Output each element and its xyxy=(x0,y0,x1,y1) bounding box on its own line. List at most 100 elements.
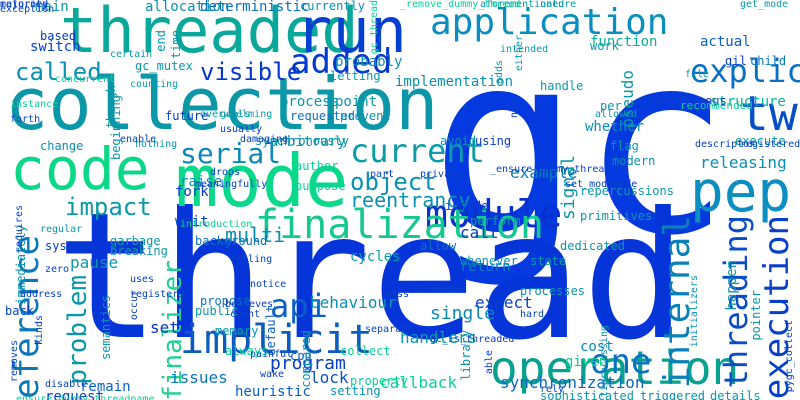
word-kinds: kinds xyxy=(34,315,45,346)
word-occur: occur xyxy=(129,290,140,321)
word-always: always xyxy=(225,344,269,358)
word-remove-dummy-thread: _remove_dummy_thread xyxy=(400,0,521,10)
word-deterministic: deterministic xyxy=(200,0,310,15)
word-main: main xyxy=(35,0,69,15)
word-enable: enable xyxy=(120,134,157,145)
word-count: count xyxy=(230,309,261,320)
word-hard: hard xyxy=(520,309,545,320)
word-issues: issues xyxy=(170,368,228,387)
word-avoid: avoid xyxy=(440,134,477,148)
word-implementation: implementation xyxy=(395,74,514,90)
word-execute: execute xyxy=(735,134,786,148)
word-believes: believes xyxy=(225,299,274,310)
word-behaviour: behaviour xyxy=(310,293,397,312)
word-switch: switch xyxy=(30,39,81,55)
word-initializers: initializers xyxy=(689,275,700,348)
word-multi: multi xyxy=(225,223,286,247)
word-intended: intended xyxy=(500,44,549,55)
word-example: example xyxy=(510,163,578,182)
word-cpu: cpu xyxy=(290,349,312,363)
word-separate: separate xyxy=(365,324,414,335)
word-mode: mode xyxy=(175,139,349,223)
word-background: background xyxy=(195,234,268,248)
word-perform: perform xyxy=(470,214,521,228)
word-gc-thread: gc_thread xyxy=(369,0,380,55)
word-explicit: explicit xyxy=(690,52,800,90)
word-pause: pause xyxy=(70,253,119,272)
word-disable: disable xyxy=(45,379,88,390)
word-api: api xyxy=(270,287,328,325)
word-call: call xyxy=(460,223,499,242)
word-address: address xyxy=(20,289,63,300)
word-nothing: nothing xyxy=(135,139,178,150)
word-overwhelming: overwhelming xyxy=(200,109,273,120)
word-allocation: allocation xyxy=(145,0,230,15)
word-beginning: beginning xyxy=(109,95,123,161)
word-purpose: purpose xyxy=(295,179,346,193)
word-semantics: semantics xyxy=(99,295,113,361)
word-happen: happen xyxy=(724,260,740,311)
word-collect: collect xyxy=(340,344,391,358)
word-gc: gc xyxy=(430,0,732,290)
word-gc-mutex: gc_mutex xyxy=(135,59,193,73)
word-garbage: garbage xyxy=(110,234,161,248)
word-dead: dead xyxy=(435,284,460,295)
word-damaging: damaging xyxy=(240,134,289,145)
word-handlers: handlers xyxy=(400,328,478,347)
word-impact: impact xyxy=(65,193,152,221)
word-registers: registers xyxy=(130,289,185,300)
word-memory: memory xyxy=(215,324,259,338)
word-gil: gil xyxy=(725,54,747,68)
word-callback: callback xyxy=(380,373,458,392)
word-ensure-dummy-threadname: _ensure_dummy_threadname xyxy=(10,394,155,400)
word-current: current xyxy=(350,132,485,170)
word-details: details xyxy=(710,389,761,400)
word-private: private xyxy=(420,169,463,180)
word-descriptor: descriptor xyxy=(695,139,756,150)
word-triggered: triggered xyxy=(640,389,706,400)
word-allow: allow xyxy=(420,239,457,253)
word-adds: adds xyxy=(494,60,505,85)
word-state: state xyxy=(530,254,567,268)
word-flag: flag xyxy=(610,139,639,153)
word-given: given xyxy=(565,354,608,370)
word-nature: nature xyxy=(540,0,577,10)
word-majority: majority xyxy=(0,0,49,10)
word-regular: regular xyxy=(40,224,83,235)
word-finalization: finalization xyxy=(255,202,544,248)
word-operation: operation xyxy=(490,341,740,395)
word-requested: requested xyxy=(290,109,356,123)
word-thread: thread xyxy=(55,176,688,379)
word-creates: creates xyxy=(425,284,468,295)
word-author: author xyxy=(295,159,339,173)
word-work: work xyxy=(590,39,619,53)
word-telling: telling xyxy=(230,254,273,265)
word-one: one xyxy=(590,342,652,382)
word-raise: raise xyxy=(180,174,223,190)
word-pep: pep xyxy=(690,160,792,225)
word-introduction: introduction xyxy=(180,219,253,230)
word-problem: problem xyxy=(63,275,93,385)
word-per: per xyxy=(600,99,622,113)
word-ensure-dummy-thread: _ensure_dummy_thread xyxy=(490,164,611,175)
word-part: part xyxy=(370,169,395,180)
word-cost: cost xyxy=(580,339,614,355)
word-process: process xyxy=(280,94,340,110)
word-requires: requires xyxy=(14,205,25,254)
word-cycles: cycles xyxy=(350,249,401,265)
word-forth: forth xyxy=(10,114,41,125)
word-painful: painful xyxy=(250,349,293,360)
word-meaningfully: meaningfully xyxy=(195,179,268,190)
word-returned: returned xyxy=(0,0,49,10)
word-run: run xyxy=(295,0,407,67)
word-usually: usually xyxy=(220,124,263,135)
word-sophisticated: sophisticated xyxy=(540,389,634,400)
word-drops: drops xyxy=(210,167,241,178)
word-collection: collection xyxy=(5,62,439,146)
word-notice: notice xyxy=(250,279,287,290)
word-pointer: pointer xyxy=(749,290,763,341)
word-counting: counting xyxy=(130,79,179,90)
word-whether: whether xyxy=(585,119,645,135)
word-either: either xyxy=(514,35,525,72)
word-actual: actual xyxy=(700,34,751,50)
